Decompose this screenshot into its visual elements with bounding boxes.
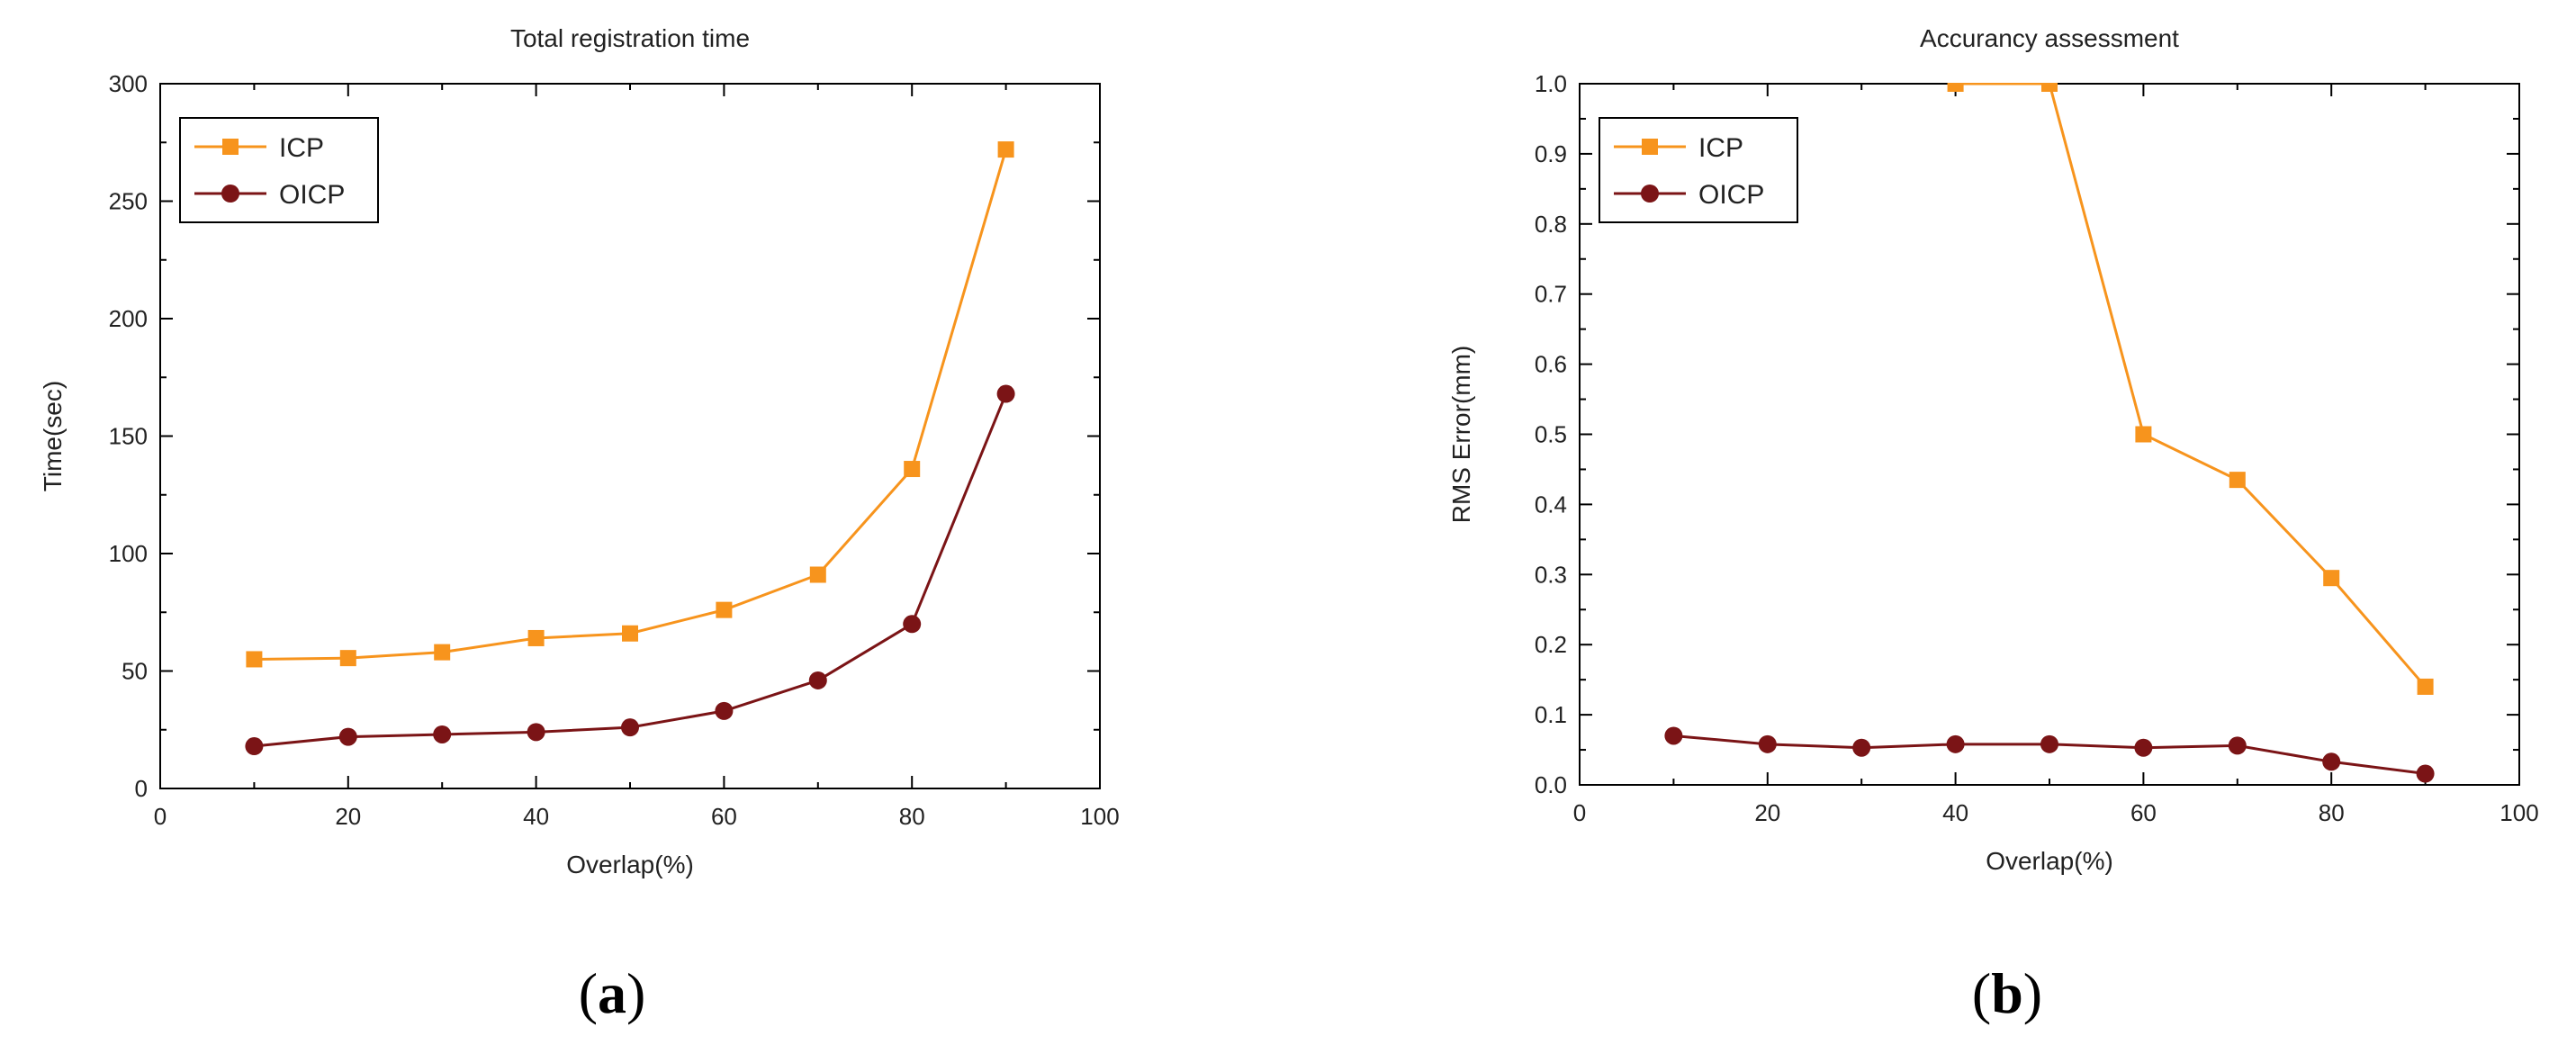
y-tick-label: 0.3	[1535, 561, 1567, 588]
y-tick-label: 0.4	[1535, 491, 1567, 518]
data-point-icp	[716, 601, 733, 618]
data-point-oicp	[621, 718, 639, 737]
data-point-oicp	[808, 671, 827, 689]
x-tick-label: 0	[154, 803, 167, 830]
data-point-icp	[2323, 570, 2340, 587]
y-tick-label: 0.9	[1535, 140, 1567, 167]
y-tick-label: 50	[122, 658, 148, 685]
y-tick-label: 0.0	[1535, 771, 1567, 798]
x-tick-label: 0	[1573, 799, 1586, 826]
x-tick-label: 100	[1080, 803, 1119, 830]
legend-label: OICP	[1698, 180, 1764, 210]
y-tick-label: 100	[109, 540, 148, 567]
x-tick-label: 40	[523, 803, 549, 830]
x-axis-label: Overlap(%)	[566, 851, 694, 878]
data-point-oicp	[527, 723, 545, 742]
panel-label-paren: )	[2023, 961, 2042, 1025]
x-tick-label: 80	[2319, 799, 2345, 826]
data-point-oicp	[2416, 764, 2435, 783]
chart-panel-b: Accurancy assessment 0 20 40 60 80 100 0.0 0.1 0.…	[1447, 24, 2539, 1025]
y-tick-label: 150	[109, 423, 148, 450]
legend: ICP OICP	[179, 117, 379, 223]
y-tick-label: 0.2	[1535, 631, 1567, 658]
data-point-icp	[246, 651, 263, 668]
data-point-oicp	[996, 384, 1015, 403]
data-point-oicp	[1664, 726, 1683, 745]
data-point-icp	[2417, 678, 2434, 695]
x-tick-label: 20	[335, 803, 361, 830]
data-point-oicp	[2322, 752, 2341, 771]
y-tick-label: 1.0	[1535, 70, 1567, 97]
x-tick-label: 80	[899, 803, 925, 830]
y-tick-label: 250	[109, 188, 148, 215]
x-tick-label: 20	[1754, 799, 1780, 826]
series-icp	[246, 141, 1014, 668]
panel-label: (b)	[1972, 961, 2042, 1025]
data-point-icp	[622, 625, 638, 642]
data-point-icp	[904, 461, 921, 478]
x-axis-label: Overlap(%)	[1986, 847, 2113, 875]
chart-title: Total registration time	[510, 24, 750, 52]
x-tick-label: 60	[711, 803, 737, 830]
panel-label-paren: )	[626, 961, 645, 1025]
legend-box	[179, 117, 379, 223]
x-tick-label: 40	[1942, 799, 1968, 826]
y-tick-label: 0.7	[1535, 281, 1567, 308]
y-tick-label: 0	[135, 775, 148, 802]
data-point-icp	[997, 141, 1014, 158]
data-point-oicp	[433, 725, 452, 743]
y-tick-label: 0.5	[1535, 421, 1567, 448]
data-point-oicp	[338, 727, 357, 746]
y-tick-label: 0.8	[1535, 211, 1567, 238]
panel-label-paren: (	[1972, 961, 1991, 1025]
legend: ICP OICP	[1599, 117, 1798, 223]
panel-label-letter: a	[598, 961, 626, 1025]
data-point-oicp	[1946, 734, 1965, 753]
series-line-icp	[254, 149, 1008, 661]
data-point-oicp	[245, 737, 264, 756]
legend-label: ICP	[279, 133, 324, 163]
series-oicp	[1664, 726, 2435, 783]
legend-label: ICP	[1698, 133, 1743, 163]
legend-marker	[1642, 139, 1658, 155]
legend-marker	[221, 185, 239, 203]
series-line-oicp	[254, 392, 1007, 748]
data-point-icp	[2135, 426, 2152, 443]
data-point-icp	[527, 629, 545, 646]
series-oicp	[245, 384, 1015, 756]
legend-marker	[1641, 185, 1659, 203]
data-point-icp	[1947, 83, 1964, 92]
panel-label: (a)	[579, 961, 646, 1025]
panel-label-paren: (	[579, 961, 598, 1025]
data-point-oicp	[2134, 738, 2153, 757]
data-point-icp	[434, 644, 451, 661]
y-axis-label: RMS Error(mm)	[1447, 346, 1475, 524]
series-line-icp	[1955, 83, 2427, 688]
data-point-oicp	[1758, 734, 1777, 753]
panel-label-letter: b	[1991, 961, 2023, 1025]
data-point-oicp	[2228, 736, 2247, 755]
data-point-oicp	[1852, 738, 1871, 757]
data-point-icp	[2041, 83, 2058, 92]
y-tick-label: 300	[109, 70, 148, 97]
data-point-oicp	[2040, 734, 2058, 753]
chart-panel-a: Total registration time 0 20 40 60 80 100 0 50 10…	[39, 24, 1120, 1025]
legend-marker	[222, 139, 239, 155]
data-point-oicp	[715, 701, 734, 720]
y-tick-label: 0.1	[1535, 701, 1567, 728]
x-tick-label: 100	[2499, 799, 2538, 826]
legend-box	[1599, 117, 1798, 223]
data-point-icp	[2229, 472, 2246, 489]
data-point-icp	[809, 566, 826, 583]
y-tick-label: 0.6	[1535, 351, 1567, 378]
y-axis-label: Time(sec)	[39, 381, 67, 491]
y-tick-label: 200	[109, 305, 148, 332]
legend-label: OICP	[279, 180, 345, 210]
data-point-oicp	[903, 615, 922, 634]
chart-title: Accurancy assessment	[1920, 24, 2179, 52]
data-point-icp	[339, 650, 356, 667]
series-icp	[1947, 83, 2434, 695]
x-tick-label: 60	[2130, 799, 2157, 826]
